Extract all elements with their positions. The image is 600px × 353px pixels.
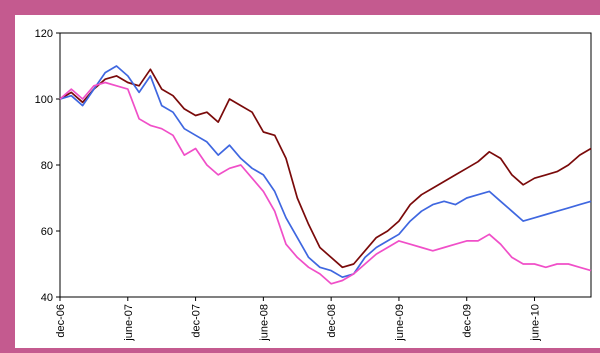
x-tick-label: june-08	[258, 304, 270, 342]
x-tick-label: june-10	[530, 304, 542, 342]
series-line-3	[59, 81, 592, 285]
x-tick-label: dec-09	[462, 304, 474, 338]
x-tick-label: june-09	[394, 304, 406, 342]
x-tick-label: dec-08	[326, 304, 338, 338]
series-line-1	[59, 68, 592, 269]
x-tick-label: dec-06	[55, 304, 67, 338]
y-tick-label: 40	[41, 292, 53, 304]
chart-panel: 40 60 80 100 120 dec-06 june-07 dec-07 june-08 de…	[15, 15, 600, 348]
x-tick-label: june-07	[123, 304, 135, 342]
y-tick-label: 100	[35, 94, 53, 106]
line-chart: 40 60 80 100 120 dec-06 june-07 dec-07 june-08 de…	[35, 28, 592, 342]
y-tick-label: 60	[41, 226, 53, 238]
y-tick-label: 80	[41, 160, 53, 172]
series-line-2	[59, 65, 592, 279]
y-tick-label: 120	[35, 28, 53, 40]
x-tick-label: dec-07	[191, 304, 203, 338]
